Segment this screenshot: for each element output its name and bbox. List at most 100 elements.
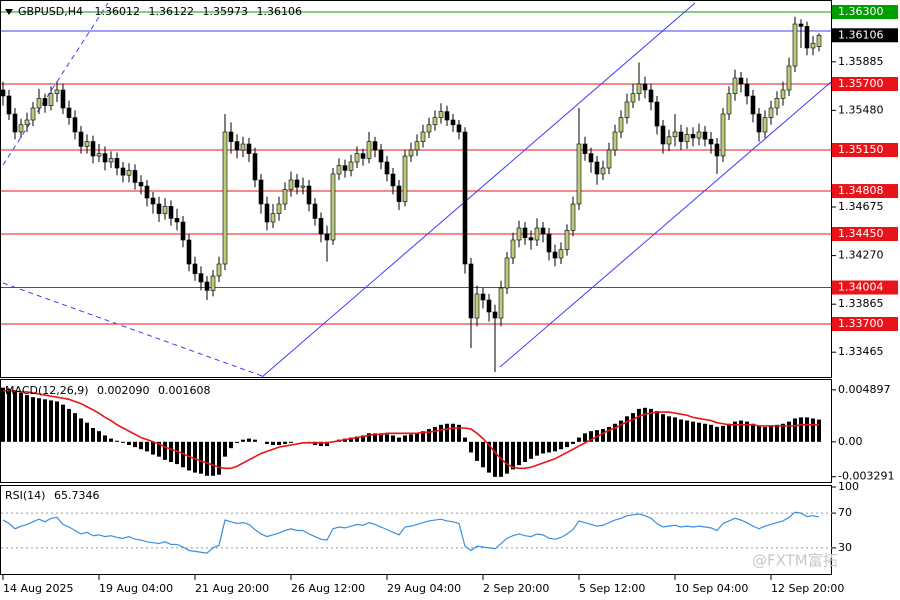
macd-bar — [673, 417, 677, 442]
candle-body — [804, 26, 810, 49]
macd-bar — [235, 441, 239, 443]
macd-bar — [781, 423, 785, 442]
candle-body — [462, 131, 468, 265]
macd-bar — [385, 434, 389, 442]
x-tick-label: 14 Aug 2025 — [3, 582, 73, 595]
candle-body — [36, 98, 42, 109]
macd-bar — [679, 419, 683, 442]
macd-bar — [193, 441, 197, 473]
candle-body — [372, 141, 378, 151]
candle-body — [468, 263, 474, 319]
y-tick-label: 1.33865 — [838, 297, 884, 310]
macd-bar — [457, 424, 461, 442]
macd-bar — [373, 433, 377, 442]
macd-bar — [223, 441, 227, 457]
macd-bar — [229, 441, 233, 449]
macd-bar — [25, 395, 29, 442]
rsi-line — [2, 511, 820, 554]
macd-bar — [739, 420, 743, 442]
macd-bar — [397, 437, 401, 442]
macd-bar — [403, 435, 407, 442]
y-tick-label: 1.34270 — [838, 249, 884, 262]
macd-bar — [157, 441, 161, 457]
candle-body — [450, 119, 456, 126]
candle-body — [552, 251, 558, 259]
macd-bar — [139, 441, 143, 450]
macd-bar — [325, 441, 329, 447]
candle-body — [324, 233, 330, 241]
level-label: 1.34808 — [838, 184, 884, 197]
candle-body — [600, 167, 606, 175]
candle-body — [684, 134, 690, 142]
candle-body — [564, 230, 570, 250]
candle-body — [708, 138, 714, 145]
price-pane — [0, 0, 832, 378]
macd-bar — [175, 441, 179, 465]
candle-body — [210, 275, 216, 291]
candle-body — [744, 83, 750, 97]
macd-bar — [181, 441, 185, 468]
candle-body — [42, 98, 48, 106]
level-label: 1.34450 — [838, 227, 884, 240]
x-tick-label: 19 Aug 04:00 — [99, 582, 173, 595]
macd-bar — [319, 441, 323, 447]
candle-body — [258, 179, 264, 205]
candle-body — [438, 111, 444, 118]
candle-body — [594, 161, 600, 175]
macd-bar — [817, 419, 821, 442]
candle-body — [60, 89, 66, 109]
candle-body — [138, 182, 144, 187]
candle-body — [90, 141, 96, 157]
candle-body — [558, 249, 564, 259]
candle-body — [48, 93, 54, 106]
marks: 1.35885 1.35480 1.34675 1.34270 1.33865 1.334… — [0, 5, 898, 595]
candle-body — [192, 263, 198, 274]
candle-body — [18, 124, 24, 133]
macd-bar — [649, 408, 653, 442]
macd-bar — [361, 435, 365, 442]
macd-bar — [709, 424, 713, 442]
candle-body — [234, 141, 240, 151]
candle-body — [774, 98, 780, 109]
candle-body — [528, 237, 534, 241]
candle-body — [114, 158, 120, 169]
macd-bar — [793, 418, 797, 442]
candle-body — [282, 189, 288, 205]
macd-bar — [751, 423, 755, 442]
candle-body — [642, 83, 648, 91]
candle-body — [384, 161, 390, 175]
macd-bar — [799, 417, 803, 442]
last-price-label: 1.36106 — [838, 28, 884, 41]
candle-body — [660, 125, 666, 145]
candle-body — [546, 233, 552, 253]
y-tick-label: 30 — [838, 541, 852, 554]
macd-bar — [661, 414, 665, 442]
macd-bar — [43, 399, 47, 442]
candle-body — [96, 153, 102, 157]
macd-bar — [121, 441, 125, 443]
macd-bar — [127, 441, 131, 445]
macd-bar — [589, 431, 593, 442]
macd-bar — [355, 436, 359, 442]
candle-body — [672, 131, 678, 138]
macd-bar — [103, 435, 107, 442]
candle-body — [66, 107, 72, 118]
macd-bar — [481, 441, 485, 468]
candle-body — [174, 218, 180, 223]
candle-body — [414, 141, 420, 151]
macd-header: MACD(12,26,9) 0.002090 0.001608 — [5, 384, 211, 397]
macd-bar — [19, 392, 23, 442]
macd-bar — [667, 416, 671, 442]
candle-body — [348, 161, 354, 171]
watermark: @FXTM富拓 — [752, 552, 838, 570]
candle-body — [288, 179, 294, 190]
macd-bar — [265, 441, 269, 444]
candle-body — [240, 143, 246, 151]
macd-bar — [547, 441, 551, 453]
x-tick-label: 12 Sep 20:00 — [771, 582, 844, 595]
macd-bar — [565, 441, 569, 448]
macd-bar — [217, 441, 221, 475]
macd-bar — [133, 441, 137, 448]
macd-bar — [733, 421, 737, 442]
macd-bar — [757, 425, 761, 442]
